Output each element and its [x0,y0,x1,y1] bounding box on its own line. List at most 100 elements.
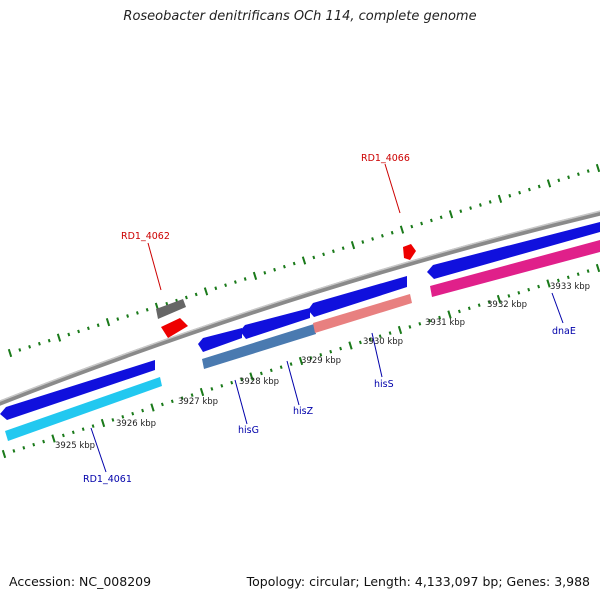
minor-tick [279,365,283,370]
minor-tick [517,290,521,295]
feature-band-salmon[interactable] [313,294,412,333]
major-tick [56,333,62,342]
minor-tick [37,341,41,346]
minor-tick [81,427,85,432]
minor-tick [378,334,382,339]
minor-tick [145,308,149,312]
major-tick [301,256,307,265]
minor-tick [91,424,95,428]
major-tick [497,194,503,203]
genome-backbone [0,210,600,406]
minor-tick [194,292,198,297]
minor-tick [507,294,511,298]
minor-tick [214,286,218,291]
cds-arrow-rd1-4061[interactable] [0,360,155,420]
pseudogene-rd1-4062[interactable] [156,299,186,319]
minor-tick [86,326,90,331]
major-tick [447,310,452,319]
major-tick [249,372,254,381]
minor-tick [469,206,473,210]
leader-dnaE [551,292,564,324]
major-tick [496,294,502,304]
major-tick [298,356,304,366]
inner-tick-ruler [1,263,600,459]
label-hisG[interactable]: hisG [238,425,259,436]
minor-tick [67,332,71,337]
minor-tick [371,237,375,241]
feature-red-rd1-4066[interactable] [403,244,416,260]
minor-tick [410,224,414,229]
minor-tick [263,271,267,275]
minor-tick [230,380,234,385]
minor-tick [390,230,394,235]
minor-tick [339,346,343,351]
major-tick [1,449,7,459]
feature-band-steel[interactable] [202,324,316,369]
label-dnaE[interactable]: dnaE [552,326,576,337]
minor-tick [184,295,188,300]
leader-rd1-4061 [90,427,107,473]
label-rd1-4062[interactable]: RD1_4062 [121,231,170,242]
minor-tick [243,277,247,281]
minor-tick [12,449,16,453]
minor-tick [96,323,100,328]
label-rd1-4061[interactable]: RD1_4061 [83,474,132,485]
minor-tick [273,267,277,272]
minor-tick [135,311,139,315]
major-tick [199,387,205,397]
minor-tick [121,414,125,419]
minor-tick [467,306,471,311]
cds-arrow-dnaE-top[interactable] [427,222,600,279]
minor-tick [269,368,273,373]
feature-red-rd1-4062[interactable] [161,318,188,338]
minor-tick [141,408,145,413]
minor-tick [586,269,590,273]
minor-tick [329,349,333,354]
minor-tick [28,345,32,349]
minor-tick [220,383,224,388]
cds-arrow-hisZ[interactable] [240,308,310,339]
minor-tick [487,300,491,304]
cds-arrow-hisG[interactable] [198,328,242,352]
major-tick [397,325,403,335]
minor-tick [358,340,362,345]
minor-tick [557,178,561,183]
minor-tick [428,318,432,323]
map-title: Roseobacter denitrificans OCh 114, compl… [123,9,477,24]
minor-tick [224,283,228,287]
major-tick [348,341,353,350]
minor-tick [331,249,335,254]
minor-tick [380,234,384,238]
minor-tick [478,203,482,207]
minor-tick [160,402,164,407]
major-tick [595,263,600,273]
major-tick [7,348,13,358]
label-hisZ[interactable]: hisZ [293,406,314,417]
tick-label-3929: 3929 kbp [301,356,341,366]
minor-tick [537,184,541,189]
major-tick [546,279,551,288]
genome-summary-text: Topology: circular; Length: 4,133,097 bp… [246,574,590,589]
minor-tick [459,209,463,213]
cds-arrow-hisS[interactable] [308,276,407,317]
feature-band-magenta[interactable] [430,240,600,297]
minor-tick [586,169,590,173]
major-tick [595,163,600,173]
label-hisS[interactable]: hisS [374,379,394,390]
feature-band-cyan[interactable] [5,377,162,441]
leader-rd1-4066 [384,163,401,214]
minor-tick [170,399,174,404]
minor-tick [408,325,412,329]
label-rd1-4066[interactable]: RD1_4066 [361,153,410,164]
minor-tick [165,301,169,306]
minor-tick [312,255,316,260]
tick-label-3927: 3927 kbp [178,397,218,407]
minor-tick [233,280,237,284]
minor-tick [567,175,571,180]
minor-tick [439,215,443,220]
minor-tick [429,218,433,223]
minor-tick [22,445,26,450]
major-tick [350,240,356,250]
minor-tick [309,356,313,360]
